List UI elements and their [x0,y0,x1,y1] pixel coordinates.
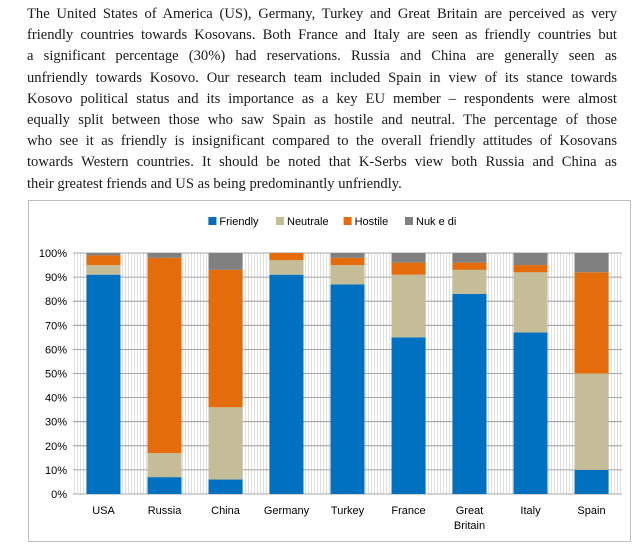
paragraph-line: friendly countries towards Kosovans. Bot… [27,27,617,44]
y-tick-label: 50% [45,369,67,381]
bar-segment-neutrale [147,453,182,478]
bar-segment-friendly [574,469,609,494]
bar-segment-friendly [269,274,304,494]
legend-swatch [343,217,352,225]
legend-label: Neutrale [287,216,329,228]
legend-swatch [208,217,217,225]
bar-segment-neutrale [86,265,121,275]
bar-segment-hostile [513,265,548,273]
y-tick-label: 20% [45,441,67,453]
legend-label: Nuk e di [416,216,456,228]
bar-segment-nuk-e-di [513,253,548,266]
bar-segment-hostile [86,255,121,266]
x-category-label: Britain [454,520,485,532]
x-category-label: France [391,505,425,517]
stacked-bar-chart: 0% 10% 20% 30% 40% 50% 60% 70% 80% 90% 100% USA Russ… [39,216,622,532]
bar-segment-hostile [147,257,182,454]
bar-segment-nuk-e-di [208,253,243,270]
paragraph-line: their greatest friends and US as being p… [27,175,402,192]
y-tick-label: 40% [45,393,67,405]
y-tick-label: 30% [45,417,67,429]
bar-segment-neutrale [269,260,304,275]
x-category-label: Germany [264,505,310,517]
x-category-label: Spain [577,505,605,517]
bar-segment-nuk-e-di [391,253,426,263]
bar-segment-hostile [330,257,365,266]
x-category-label: Russia [148,505,183,517]
y-tick-label: 80% [45,296,67,308]
bar-segment-friendly [452,293,487,494]
bar-segment-neutrale [513,272,548,333]
bar-segment-neutrale [452,269,487,294]
bar-segment-hostile [208,269,243,408]
y-tick-label: 10% [45,465,67,477]
chart-container: 0% 10% 20% 30% 40% 50% 60% 70% 80% 90% 100% USA Russ… [28,200,631,542]
bar-segment-hostile [574,272,609,374]
bar-segment-neutrale [391,274,426,338]
bar-segment-neutrale [574,373,609,470]
bar-segment-hostile [269,253,304,261]
legend-label: Friendly [219,216,259,228]
y-tick-label: 60% [45,344,67,356]
bar-segment-friendly [513,332,548,494]
paragraph-line: a significant percentage (30%) had reser… [27,48,617,65]
paragraph-line: unfriendly towards Kosovo. Our research … [27,69,617,86]
bar-segment-friendly [208,479,243,494]
bar-segment-nuk-e-di [574,253,609,273]
bar-segment-hostile [452,262,487,270]
bar-segment-nuk-e-di [147,253,182,258]
legend-swatch [276,217,284,225]
y-tick-label: 100% [39,248,67,260]
x-category-label: USA [92,505,115,517]
y-tick-label: 90% [45,272,67,284]
paragraph-line: who see it as friendly is insignificant … [27,133,617,150]
x-category-label: Turkey [331,505,365,517]
bar-segment-hostile [391,262,426,275]
legend-label: Hostile [355,216,389,228]
paragraph-line: equally split between those who saw Spai… [27,112,617,129]
x-category-label: China [211,505,241,517]
legend-swatch [405,217,413,225]
paragraph-line: towards Western countries. It should be … [27,154,617,171]
bar-segment-neutrale [330,265,365,285]
paragraph-line: Kosovo political status and its importan… [27,90,617,107]
bar-segment-nuk-e-di [452,253,487,263]
bar-segment-friendly [86,274,121,494]
bar-segment-friendly [147,477,182,494]
bar-segment-nuk-e-di [330,253,365,258]
body-paragraph: The United States of America (US), Germa… [27,4,617,195]
bar-segment-friendly [330,284,365,494]
paragraph-line: The United States of America (US), Germa… [27,6,617,22]
y-tick-label: 0% [51,489,67,501]
x-category-label: Great [456,505,484,517]
y-tick-label: 70% [45,320,67,332]
x-category-label: Italy [520,505,541,517]
bar-segment-friendly [391,337,426,494]
bar-segment-nuk-e-di [86,253,121,256]
bar-segment-neutrale [208,407,243,480]
